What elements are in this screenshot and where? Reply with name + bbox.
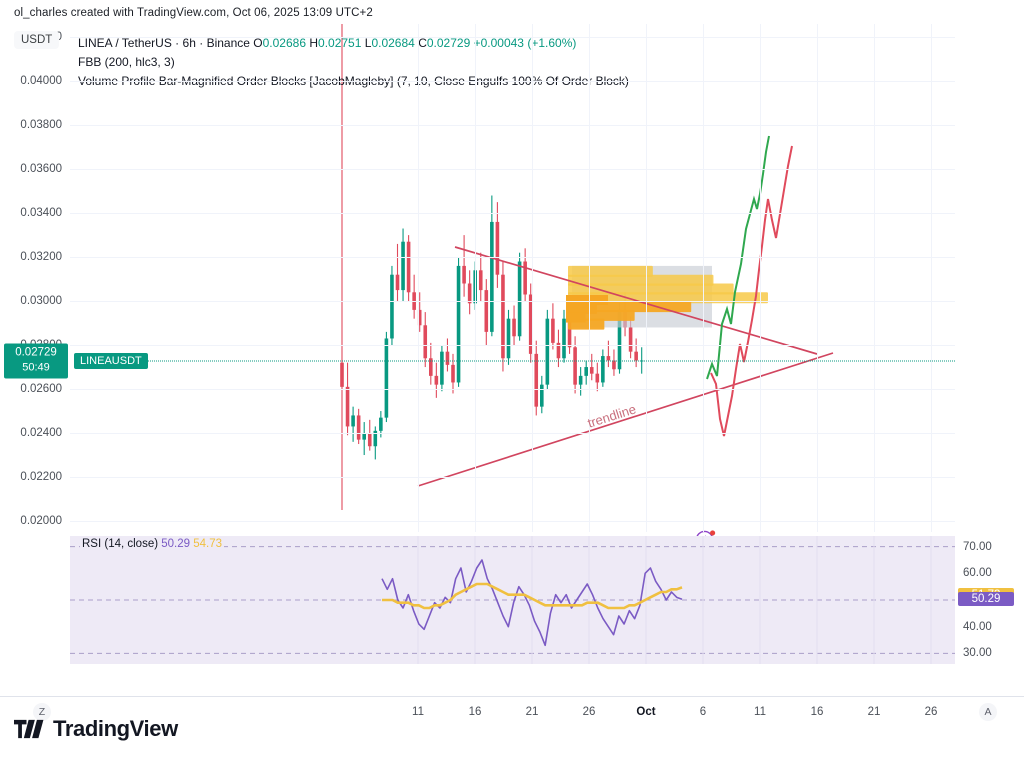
time-tick: 6 <box>699 706 707 718</box>
time-axis[interactable]: Z A 11 16 21 26 Oct 6 11 16 21 26 <box>0 696 1024 729</box>
gridline <box>70 125 955 126</box>
rsi-plot[interactable] <box>70 536 955 664</box>
gridline <box>70 389 955 390</box>
legend-indicator-1[interactable]: FBB (200, hlc3, 3) <box>78 55 175 69</box>
auto-scale-button[interactable]: A <box>979 703 997 721</box>
time-tick: 11 <box>412 706 424 718</box>
price-tick: 0.02400 <box>20 427 62 440</box>
gridline-vertical <box>646 24 647 532</box>
legend-close-label: C <box>418 36 427 50</box>
gridline-vertical <box>703 24 704 532</box>
legend-high-value: 0.02751 <box>318 36 362 50</box>
time-tick: Oct <box>636 706 656 718</box>
footer: TradingView <box>14 716 178 742</box>
time-tick: 11 <box>754 706 766 718</box>
currency-badge: USDT <box>14 31 60 49</box>
gridline-vertical <box>475 24 476 532</box>
price-tick: 0.03000 <box>20 295 62 308</box>
gridline <box>70 81 955 82</box>
gridline <box>70 301 955 302</box>
time-tick: 21 <box>867 706 881 718</box>
gridline-vertical <box>589 24 590 532</box>
legend-sep-1: · <box>175 36 180 50</box>
rsi-tick: 60.00 <box>963 567 992 580</box>
gridline-vertical <box>817 24 818 532</box>
gridline-vertical <box>874 24 875 532</box>
legend-exchange[interactable]: Binance <box>206 36 250 50</box>
gridline <box>70 213 955 214</box>
rsi-legend[interactable]: RSI (14, close) 50.29 54.73 <box>80 538 225 550</box>
gridline-vertical <box>931 24 932 532</box>
price-tick: 0.03200 <box>20 251 62 264</box>
gridline <box>70 433 955 434</box>
price-chart-svg <box>340 24 834 511</box>
current-price-line <box>148 360 955 362</box>
price-tick: 0.02000 <box>20 515 62 527</box>
rsi-chart-svg <box>70 536 955 664</box>
legend-close-value: 0.02729 <box>426 36 471 50</box>
rsi-ma-value: 54.73 <box>193 538 223 550</box>
tradingview-logo-icon <box>14 719 44 739</box>
price-plot[interactable] <box>70 24 955 532</box>
price-tick: 0.03800 <box>20 119 62 132</box>
rsi-pane[interactable]: RSI (14, close) 50.29 54.73 70.00 60.00 40… <box>0 536 1024 696</box>
price-tick: 0.02600 <box>20 383 62 396</box>
gridline-vertical <box>418 24 419 532</box>
rsi-tick: 70.00 <box>963 540 992 553</box>
rsi-tick: 40.00 <box>963 620 992 633</box>
time-tick: 16 <box>810 706 824 718</box>
rsi-title[interactable]: RSI (14, close) <box>82 538 159 550</box>
legend-open-value: 0.02686 <box>262 36 307 50</box>
legend-open-label: O <box>253 36 263 50</box>
time-tick: 21 <box>525 706 539 718</box>
legend-low-value: 0.02684 <box>371 36 415 50</box>
price-tick: 0.02200 <box>20 471 62 484</box>
price-tick: 0.03400 <box>20 207 62 220</box>
legend-interval[interactable]: 6h <box>182 36 196 50</box>
rsi-value-badge[interactable]: 50.29 <box>958 592 1014 607</box>
current-price-value: 0.02729 <box>15 346 57 359</box>
legend-low-label: L <box>364 36 372 50</box>
time-tick: 16 <box>468 706 482 718</box>
legend-high-label: H <box>309 36 319 50</box>
legend-sep-2: · <box>199 36 204 50</box>
gridline <box>70 37 955 38</box>
chart-legend: LINEA / TetherUS · 6h · Binance O0.02686… <box>78 34 629 91</box>
price-pane[interactable]: 0.042000.040000.038000.036000.034000.032… <box>0 24 1024 549</box>
price-tick: 0.04000 <box>20 75 62 88</box>
time-tick: 26 <box>924 706 938 718</box>
legend-change-pct: (+1.60%) <box>527 36 577 50</box>
legend-main-row[interactable]: LINEA / TetherUS · 6h · Binance O0.02686… <box>78 34 629 53</box>
chart-frame: 0.042000.040000.038000.036000.034000.032… <box>0 24 1024 721</box>
gridline <box>70 345 955 346</box>
current-price-badge[interactable]: 0.02729 50:49 <box>4 343 68 379</box>
attribution-text: ol_charles created with TradingView.com,… <box>14 7 373 19</box>
price-axis[interactable]: 0.042000.040000.038000.036000.034000.032… <box>0 24 68 532</box>
gridline-vertical <box>760 24 761 532</box>
tradingview-wordmark: TradingView <box>53 716 178 741</box>
legend-change: +0.00043 <box>473 36 524 50</box>
rsi-value: 50.29 <box>161 538 191 550</box>
time-tick: 26 <box>582 706 596 718</box>
gridline <box>70 477 955 478</box>
gridline <box>70 521 955 522</box>
gridline <box>70 257 955 258</box>
bar-countdown: 50:49 <box>22 361 50 374</box>
timezone-button[interactable]: Z <box>33 703 51 721</box>
price-tick: 0.03600 <box>20 163 62 176</box>
gridline-vertical <box>532 24 533 532</box>
legend-symbol[interactable]: LINEA / TetherUS <box>78 36 172 50</box>
symbol-price-tag[interactable]: LINEAUSDT <box>74 352 148 369</box>
rsi-tick: 30.00 <box>963 647 992 660</box>
gridline <box>70 169 955 170</box>
